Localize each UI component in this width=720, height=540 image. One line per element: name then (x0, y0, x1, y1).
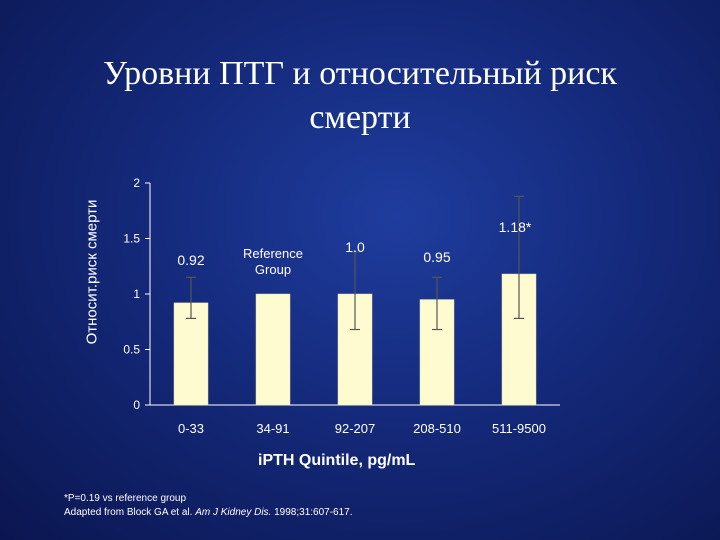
y-tick-label: 0.5 (123, 343, 140, 357)
y-tick-label: 1 (133, 287, 140, 301)
bar (255, 293, 291, 406)
bar (173, 302, 209, 406)
x-axis-label: iPTH Quintile, pg/mL (258, 452, 416, 469)
data-label: 1.0 (345, 239, 365, 255)
data-label: 1.18* (499, 219, 532, 235)
chart-title-line-1: Уровни ПТГ и относительный риск (103, 55, 617, 92)
x-tick-label: 208-510 (413, 421, 461, 436)
data-label: Reference Group (243, 246, 303, 277)
footnote: *P=0.19 vs reference group Adapted from … (64, 492, 353, 520)
footnote-significance: *P=0.19 vs reference group (64, 493, 187, 504)
citation-prefix: Adapted from Block GA et al. (64, 507, 196, 518)
y-tick-label: 1.5 (123, 232, 140, 246)
chart-title: Уровни ПТГ и относительный риск смерти (30, 52, 690, 140)
data-label: 0.92 (177, 252, 204, 268)
y-tick-label: 0 (133, 398, 140, 412)
citation-journal: Am J Kidney Dis. (195, 507, 272, 518)
chart-title-line-2: смерти (309, 99, 411, 136)
x-tick-label: 92-207 (335, 421, 375, 436)
x-tick-label: 511-9500 (492, 421, 546, 436)
footnote-citation: Adapted from Block GA et al. Am J Kidney… (64, 506, 353, 520)
x-tick-label: 34-91 (256, 421, 289, 436)
citation-suffix: 1998;31:607-617. (271, 507, 353, 518)
data-label: 0.95 (423, 249, 450, 265)
x-tick-label: 0-33 (178, 421, 204, 436)
y-tick-label: 2 (133, 176, 140, 190)
